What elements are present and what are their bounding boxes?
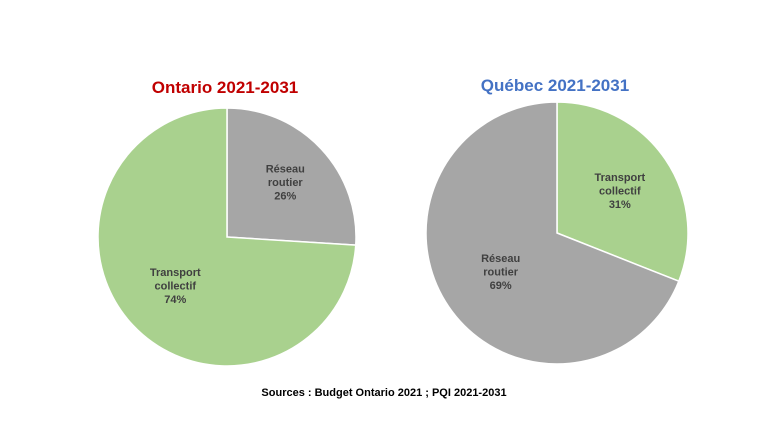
ontario-slice-reseau-routier [226, 107, 357, 246]
quebec-label-reseau-routier-line: Réseau [481, 253, 520, 265]
quebec-label-reseau-routier-line: 69% [490, 280, 512, 292]
ontario-label-transport-collectif-line: 74% [164, 294, 186, 306]
ontario-label-transport-collectif-line: collectif [154, 281, 196, 293]
quebec-label-reseau-routier-line: routier [483, 266, 519, 278]
ontario-chart-title: Ontario 2021-2031 [151, 78, 299, 97]
ontario-label-reseau-routier-line: Réseau [266, 164, 305, 176]
quebec-chart-title: Québec 2021-2031 [480, 76, 630, 95]
quebec-slice-transport-collectif [556, 101, 689, 283]
ontario-slice-transport-collectif [97, 107, 357, 367]
ontario-label-reseau-routier-line: 26% [274, 191, 296, 203]
quebec-label-transport-collectif: Transport collectif 31% [594, 172, 645, 211]
ontario-label-reseau-routier: Réseau routier 26% [266, 164, 305, 203]
ontario-label-reseau-routier-line: routier [268, 177, 304, 189]
source-note: Sources : Budget Ontario 2021 ; PQI 2021… [261, 387, 507, 399]
quebec-label-transport-collectif-line: Transport [594, 172, 645, 184]
quebec-slice-reseau-routier [425, 101, 680, 365]
quebec-label-transport-collectif-line: collectif [599, 185, 641, 197]
ontario-label-transport-collectif: Transport collectif 74% [150, 267, 201, 306]
quebec-label-transport-collectif-line: 31% [609, 199, 631, 211]
ontario-label-transport-collectif-line: Transport [150, 267, 201, 279]
quebec-label-reseau-routier: Réseau routier 69% [481, 253, 520, 292]
